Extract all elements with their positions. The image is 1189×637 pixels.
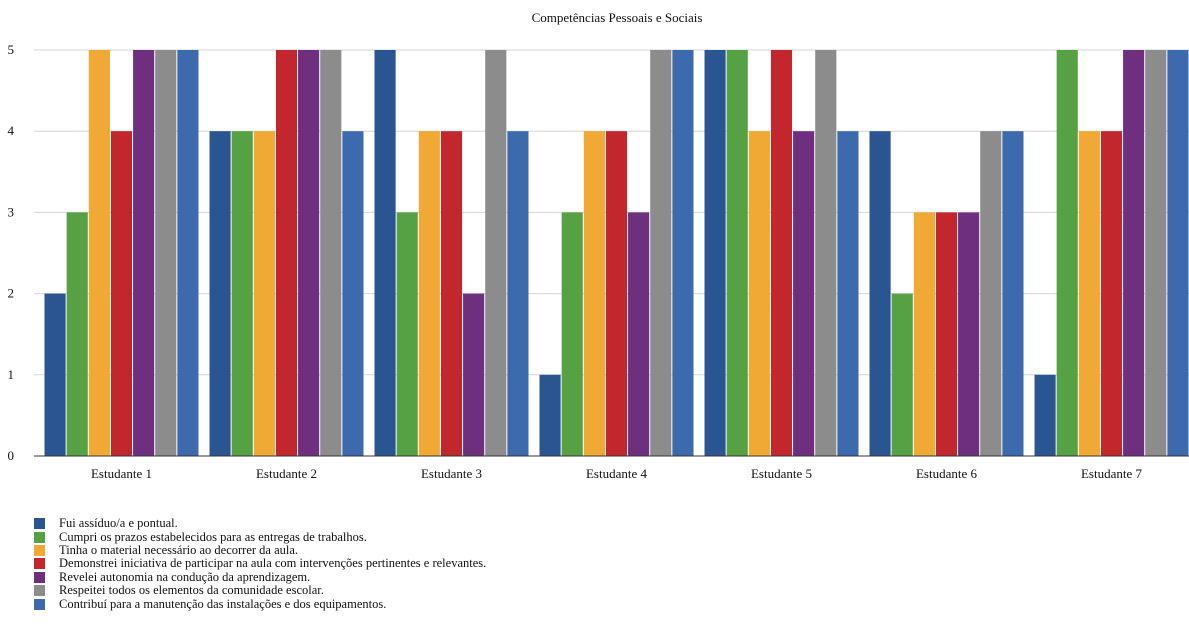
bar	[155, 50, 177, 456]
bar	[1078, 131, 1100, 456]
bar	[913, 212, 935, 456]
bar-group	[44, 50, 199, 456]
legend: Fui assíduo/a e pontual. Cumpri os prazos…	[34, 517, 486, 611]
bar	[342, 131, 364, 456]
bar	[650, 50, 672, 456]
legend-item: Demonstrei iniciativa de participar na a…	[34, 557, 486, 570]
category-label: Estudante 7	[1081, 466, 1143, 481]
legend-label: Respeitei todos os elementos da comunida…	[59, 583, 324, 598]
category-label: Estudante 4	[586, 466, 648, 481]
y-tick-label: 1	[8, 367, 15, 382]
bar	[209, 131, 231, 456]
bar	[891, 293, 913, 456]
bar	[815, 50, 837, 456]
bar	[672, 50, 694, 456]
legend-label: Fui assíduo/a e pontual.	[59, 516, 178, 531]
bar	[1167, 50, 1189, 456]
bar	[133, 50, 155, 456]
bar	[418, 131, 440, 456]
legend-label: Contribuí para a manutenção das instalaç…	[59, 596, 387, 611]
bar	[980, 131, 1002, 456]
bar	[110, 131, 133, 456]
bar-group	[869, 131, 1024, 456]
bar	[793, 131, 815, 456]
bar	[320, 50, 342, 456]
bar	[396, 212, 418, 456]
bar	[539, 374, 561, 456]
bar	[1123, 50, 1145, 456]
bar	[298, 50, 320, 456]
bar	[231, 131, 253, 456]
bar-group	[704, 50, 859, 456]
legend-item: Cumpri os prazos estabelecidos para as e…	[34, 530, 486, 543]
legend-swatch	[34, 558, 45, 570]
bar	[605, 131, 628, 456]
bar	[253, 131, 275, 456]
category-label: Estudante 2	[256, 466, 317, 481]
legend-swatch	[34, 531, 45, 543]
bar	[837, 131, 859, 456]
legend-label: Revelei autonomia na condução da aprendi…	[59, 569, 311, 584]
bar	[935, 212, 958, 456]
category-label: Estudante 6	[916, 466, 978, 481]
bar	[628, 212, 650, 456]
bar	[704, 50, 726, 456]
bar	[583, 131, 605, 456]
x-axis-labels: Estudante 1 Estudante 2 Estudante 3 Estudan…	[91, 466, 1143, 481]
y-tick-label: 0	[8, 448, 15, 463]
bar	[275, 50, 298, 456]
bar	[66, 212, 88, 456]
y-tick-label: 5	[8, 42, 15, 57]
legend-item: Revelei autonomia na condução da aprendi…	[34, 569, 486, 584]
y-tick-label: 4	[8, 123, 15, 138]
bar	[1056, 50, 1078, 456]
legend-item: Contribuí para a manutenção das instalaç…	[34, 597, 486, 610]
y-axis-ticks: 0 1 2 3 4 5	[8, 42, 15, 463]
bar	[1145, 50, 1167, 456]
bar	[726, 50, 748, 456]
bars	[44, 50, 1189, 456]
bar	[1034, 374, 1056, 456]
category-label: Estudante 1	[91, 466, 152, 481]
y-tick-label: 3	[8, 204, 15, 219]
bar	[485, 50, 507, 456]
bar	[440, 131, 463, 456]
bar	[869, 131, 891, 456]
bar	[463, 293, 485, 456]
bar-group	[374, 50, 529, 456]
bar	[770, 50, 793, 456]
legend-item: Respeitei todos os elementos da comunida…	[34, 584, 486, 597]
bar	[374, 50, 396, 456]
bar-group	[209, 50, 364, 456]
legend-swatch	[34, 598, 45, 610]
legend-item: Fui assíduo/a e pontual.	[34, 517, 486, 530]
legend-label: Demonstrei iniciativa de participar na a…	[59, 556, 487, 571]
bar-group	[1034, 50, 1189, 456]
bar	[1100, 131, 1123, 456]
legend-swatch	[34, 544, 45, 556]
bar	[88, 50, 110, 456]
bar	[958, 212, 980, 456]
y-tick-label: 2	[8, 286, 15, 301]
bar	[177, 50, 199, 456]
legend-swatch	[34, 571, 45, 583]
legend-swatch	[34, 585, 45, 597]
bar	[1002, 131, 1024, 456]
bar-group	[539, 50, 694, 456]
bar	[507, 131, 529, 456]
legend-item: Tinha o material necessário ao decorrer …	[34, 542, 486, 557]
legend-swatch	[34, 518, 45, 530]
legend-label: Cumpri os prazos estabelecidos para as e…	[59, 529, 367, 544]
bar	[561, 212, 583, 456]
bar	[44, 293, 66, 456]
legend-label: Tinha o material necessário ao decorrer …	[59, 542, 299, 557]
category-label: Estudante 5	[751, 466, 812, 481]
bar	[748, 131, 770, 456]
chart-title: Competências Pessoais e Sociais	[532, 10, 703, 25]
category-label: Estudante 3	[421, 466, 482, 481]
